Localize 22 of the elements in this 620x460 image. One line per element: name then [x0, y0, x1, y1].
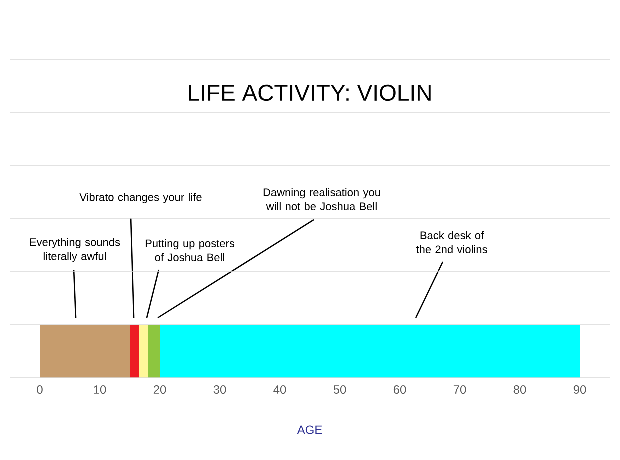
text: Everything sounds literally awful — [30, 238, 120, 262]
x-tick-label: 80 — [514, 386, 526, 394]
bar — [130, 325, 140, 378]
x-axis-title: AGE — [297, 426, 322, 434]
text: Back desk of the 2nd violins — [416, 231, 488, 254]
bar — [148, 325, 160, 378]
x-tick-label: 60 — [394, 386, 406, 394]
x-tick-label: 40 — [274, 386, 286, 394]
bar — [139, 325, 148, 378]
chart-title: LIFE ACTIVITY: VIOLIN — [189, 84, 431, 102]
text: Vibrato changes your life — [80, 193, 202, 204]
x-tick-label: 10 — [94, 386, 106, 394]
x-tick-label: 90 — [574, 386, 586, 394]
x-tick-label: 20 — [154, 386, 166, 394]
x-tick-label: 50 — [334, 386, 346, 394]
x-tick-label: 30 — [214, 386, 226, 394]
text: Dawning realisation you will not be Joshua Bell — [264, 188, 380, 210]
x-tick-label: 0 — [37, 386, 43, 394]
text: Putting up posters of Joshua Bell — [146, 239, 235, 262]
x-tick-label: 70 — [454, 386, 466, 394]
bar — [40, 325, 130, 378]
bar — [160, 325, 580, 378]
